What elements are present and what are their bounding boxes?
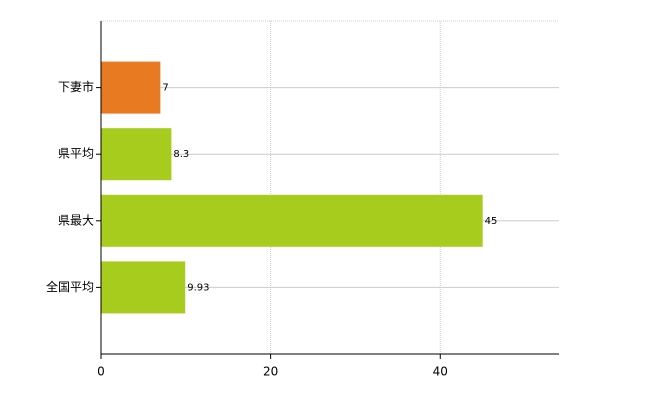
y-tick-label: 県最大 <box>58 213 94 227</box>
value-label: 7 <box>162 83 168 94</box>
x-tick-label: 20 <box>263 365 278 379</box>
y-tick-label: 県平均 <box>58 147 94 161</box>
bar <box>101 194 483 247</box>
value-label: 45 <box>485 216 498 227</box>
x-tick-label: 40 <box>433 365 448 379</box>
x-tick-label: 0 <box>97 365 105 379</box>
y-tick-label: 下妻市 <box>58 79 94 94</box>
bar <box>101 261 186 314</box>
value-label: 8.3 <box>173 149 189 160</box>
bar <box>101 128 172 181</box>
bar <box>101 61 161 114</box>
value-label: 9.93 <box>187 282 209 293</box>
y-tick-label: 全国平均 <box>46 279 94 294</box>
